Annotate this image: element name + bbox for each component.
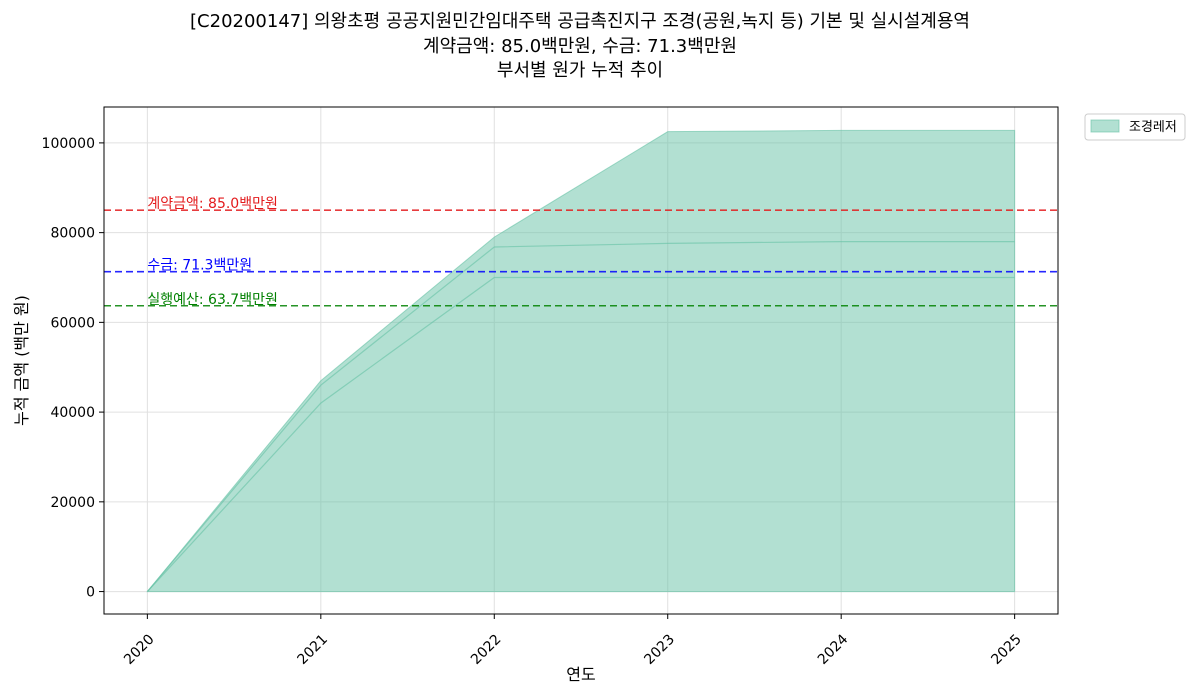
reference-line-label: 수금: 71.3백만원: [147, 258, 252, 274]
x-tick-label: 2025: [988, 631, 1025, 668]
y-tick-label: 100000: [42, 136, 95, 152]
x-tick-label: 2023: [641, 631, 678, 668]
y-tick-label: 80000: [50, 226, 95, 242]
x-tick-label: 2024: [815, 631, 852, 668]
title-line-3: 부서별 원가 누적 추이: [496, 60, 664, 81]
y-tick-label: 60000: [50, 315, 95, 331]
y-tick-label: 0: [86, 585, 95, 601]
y-axis-label: 누적 금액 (백만 원): [12, 295, 31, 426]
legend-swatch: [1090, 119, 1120, 133]
y-axis: 0 20000 40000 60000 80000 100000: [42, 136, 104, 601]
legend: 조경레저: [1084, 113, 1186, 141]
x-axis: 2020 2021 2022 2023 2024 2025: [121, 614, 1025, 668]
chart-title: [C20200147] 의왕초평 공공지원민간임대주택 공급촉진지구 조경(공원…: [0, 10, 1160, 84]
reference-line-label: 실행예산: 63.7백만원: [147, 292, 278, 308]
y-tick-label: 40000: [50, 405, 95, 421]
x-tick-label: 2022: [468, 631, 505, 668]
plot-frame: [103, 106, 1059, 615]
x-tick-label: 2020: [121, 631, 158, 668]
reference-line-label: 계약금액: 85.0백만원: [147, 196, 278, 212]
inner-stack-line: [146, 241, 1015, 592]
area-layer: [146, 129, 1016, 593]
title-line-2: 계약금액: 85.0백만원, 수금: 71.3백만원: [423, 35, 737, 57]
title-line-1: [C20200147] 의왕초평 공공지원민간임대주택 공급촉진지구 조경(공원…: [190, 11, 970, 32]
x-tick-label: 2021: [295, 631, 332, 668]
area-series-fill: [146, 129, 1016, 593]
x-axis-label: 연도: [566, 665, 595, 684]
inner-stack-line: [146, 276, 1015, 592]
y-tick-label: 20000: [50, 495, 95, 511]
legend-label: 조경레저: [1129, 120, 1177, 135]
